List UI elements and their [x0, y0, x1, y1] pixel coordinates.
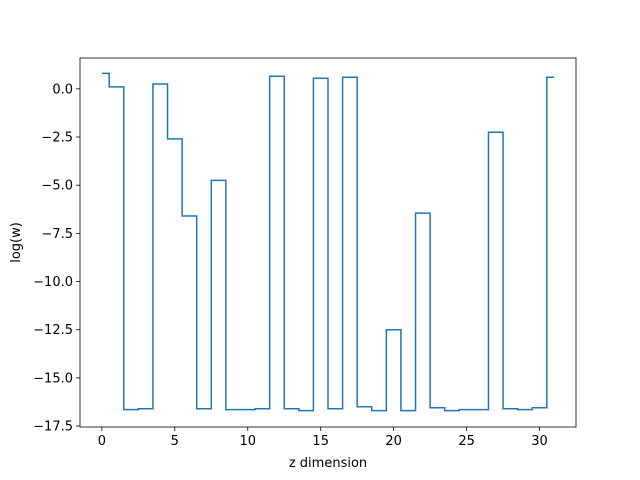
x-tick-label: 30	[531, 434, 548, 449]
series-layer	[101, 72, 555, 412]
y-tick-label: −17.5	[33, 420, 73, 435]
series-line-0	[101, 72, 555, 412]
x-tick-label: 25	[458, 434, 475, 449]
y-axis-label: log(w)	[9, 222, 24, 263]
x-tick-label: 0	[98, 434, 106, 449]
y-tick-label: −15.0	[33, 371, 73, 386]
x-tick-label: 15	[312, 434, 329, 449]
y-tick-label: −12.5	[33, 323, 73, 338]
y-tick-label: −10.0	[33, 275, 73, 290]
y-tick-label: 0.0	[52, 82, 73, 97]
y-tick-label: −2.5	[41, 131, 73, 146]
x-tick-label: 10	[239, 434, 256, 449]
y-tick-label: −7.5	[41, 227, 73, 242]
y-axis-ticks: 0.0 −2.5 −5.0 −7.5 −10.0 −12.5 −15.0 −17.5	[33, 82, 80, 435]
x-tick-label: 5	[171, 434, 179, 449]
y-tick-label: −5.0	[41, 179, 73, 194]
x-tick-label: 20	[385, 434, 402, 449]
axes-frame	[79, 57, 577, 428]
x-axis-label: z dimension	[289, 456, 367, 471]
x-axis-ticks: 0 5 10 15 20 25 30	[98, 427, 548, 449]
